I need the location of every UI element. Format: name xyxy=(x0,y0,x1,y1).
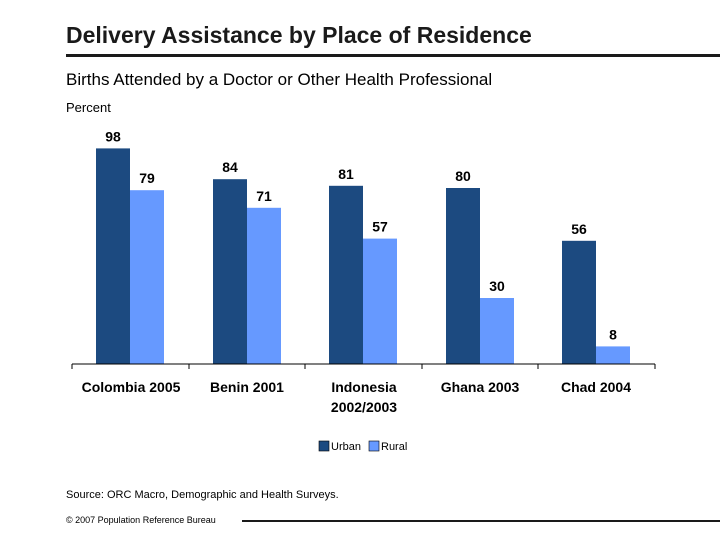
category-label-0: Colombia 2005 xyxy=(82,379,181,395)
bar-urban-2 xyxy=(329,185,363,364)
footer-rule xyxy=(242,520,720,522)
legend-swatch-rural xyxy=(368,440,380,452)
legend: Urban Rural xyxy=(318,440,407,453)
value-label-urban-0: 98 xyxy=(105,128,121,144)
x-axis xyxy=(71,363,656,369)
bar-urban-0 xyxy=(96,148,130,364)
value-label-urban-1: 84 xyxy=(222,159,238,175)
bar-rural-1 xyxy=(247,207,281,364)
category-label-1: Benin 2001 xyxy=(210,379,284,395)
value-label-rural-0: 79 xyxy=(139,170,155,186)
value-labels-group: 98 84 81 80 56 79 71 57 30 8 xyxy=(105,128,617,342)
page-title: Delivery Assistance by Place of Residenc… xyxy=(66,22,532,48)
legend-label-rural: Rural xyxy=(381,441,407,453)
bars-group xyxy=(96,148,630,364)
category-label-4: Chad 2004 xyxy=(561,379,631,395)
value-label-rural-3: 30 xyxy=(489,278,505,294)
category-labels-group: Colombia 2005 Benin 2001 Indonesia 2002/200… xyxy=(82,379,632,415)
category-label-3: Ghana 2003 xyxy=(441,379,520,395)
bar-urban-4 xyxy=(562,240,596,364)
value-label-rural-1: 71 xyxy=(256,188,272,204)
copyright-note: © 2007 Population Reference Bureau xyxy=(66,515,216,525)
bar-rural-0 xyxy=(130,190,164,364)
value-label-rural-2: 57 xyxy=(372,219,388,235)
source-note: Source: ORC Macro, Demographic and Healt… xyxy=(66,489,339,501)
legend-label-urban: Urban xyxy=(331,441,361,453)
bar-rural-2 xyxy=(363,238,397,364)
value-label-urban-2: 81 xyxy=(338,166,354,182)
category-label-2: Indonesia 2002/2003 xyxy=(331,379,397,415)
legend-swatch-urban xyxy=(318,440,330,452)
title-rule xyxy=(66,54,720,57)
value-label-urban-4: 56 xyxy=(571,221,587,237)
chart-subtitle: Births Attended by a Doctor or Other Hea… xyxy=(66,70,493,89)
value-label-rural-4: 8 xyxy=(609,326,617,342)
bar-rural-4 xyxy=(596,346,630,364)
y-axis-unit-label: Percent xyxy=(66,100,111,115)
bar-urban-3 xyxy=(446,188,480,364)
value-label-urban-3: 80 xyxy=(455,168,471,184)
bar-rural-3 xyxy=(480,298,514,364)
bar-urban-1 xyxy=(213,179,247,364)
